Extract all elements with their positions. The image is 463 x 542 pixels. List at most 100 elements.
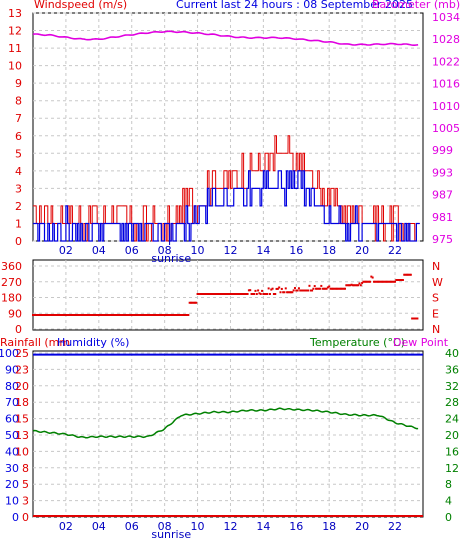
direction-point <box>238 293 241 295</box>
direction-point <box>142 314 145 316</box>
direction-point <box>329 287 332 290</box>
direction-point <box>189 301 192 304</box>
direction-point <box>129 314 132 316</box>
direction-point <box>80 314 83 316</box>
direction-point <box>358 282 361 285</box>
direction-point <box>384 280 387 283</box>
direction-point <box>401 279 404 281</box>
direction-point <box>328 285 331 288</box>
wind-y-tick: 0 <box>15 235 22 248</box>
direction-point <box>207 293 210 295</box>
direction-point <box>355 284 358 287</box>
direction-point <box>71 314 74 316</box>
direction-point <box>96 314 99 316</box>
direction-point <box>315 287 318 290</box>
direction-point <box>45 314 48 316</box>
rain-y-tick: 13 <box>15 429 29 442</box>
direction-point <box>203 293 206 295</box>
direction-point <box>110 314 113 316</box>
dir-y-tick: 90 <box>8 307 22 320</box>
barometer-y-tick: 999 <box>432 144 453 157</box>
wind-y-tick: 8 <box>15 95 22 108</box>
sunrise-marker: sunrise <box>151 252 191 265</box>
direction-point <box>170 314 173 316</box>
direction-point <box>62 314 65 316</box>
direction-point <box>104 314 107 316</box>
wind-y-tick: 5 <box>15 147 22 160</box>
direction-point <box>100 314 103 316</box>
direction-point <box>229 293 232 295</box>
direction-point <box>64 314 67 316</box>
wind-x-tick: 02 <box>59 244 73 257</box>
direction-point <box>354 284 357 287</box>
direction-point <box>378 280 381 283</box>
rain-y-tick: 8 <box>22 462 29 475</box>
direction-point <box>407 273 410 276</box>
direction-point <box>101 314 104 316</box>
direction-point <box>193 301 196 304</box>
direction-point <box>79 314 82 316</box>
rain-y-tick: 3 <box>22 495 29 508</box>
wind-y-tick: 10 <box>8 60 22 73</box>
direction-point <box>174 314 177 316</box>
direction-point <box>242 293 245 295</box>
wind-x-tick: 08 <box>158 244 172 257</box>
direction-point <box>155 314 158 316</box>
direction-point <box>247 289 250 292</box>
barometer-y-tick: 1028 <box>432 33 460 46</box>
direction-point <box>217 293 220 295</box>
direction-point <box>32 314 34 316</box>
temp-x-tick: 16 <box>289 520 303 533</box>
humidity-y-tick: 20 <box>5 478 19 491</box>
direction-point <box>149 314 152 316</box>
wind-y-tick: 6 <box>15 130 22 143</box>
direction-point <box>295 289 298 292</box>
direction-point <box>103 314 106 316</box>
direction-point <box>257 289 260 292</box>
barometer-y-tick: 1010 <box>432 100 460 113</box>
direction-point <box>137 314 140 316</box>
direction-point <box>216 293 219 295</box>
temp-x-tick: 22 <box>388 520 402 533</box>
direction-point <box>259 293 262 295</box>
direction-point <box>286 291 289 294</box>
direction-point <box>337 287 340 290</box>
humidity-y-tick: 100 <box>0 347 19 360</box>
temp-x-tick: 10 <box>191 520 205 533</box>
direction-point <box>109 314 112 316</box>
barometer-y-tick: 981 <box>432 211 453 224</box>
direction-point <box>226 293 229 295</box>
direction-point <box>413 317 416 320</box>
wind-y-tick: 7 <box>15 112 22 125</box>
direction-point <box>157 314 160 316</box>
temperature-y-tick: 40 <box>445 347 459 360</box>
direction-point <box>367 280 370 283</box>
direction-point <box>297 287 300 290</box>
direction-point <box>179 314 182 316</box>
wind-x-tick: 10 <box>191 244 205 257</box>
temperature-y-tick: 16 <box>445 445 459 458</box>
direction-point <box>254 289 257 292</box>
direction-point <box>192 301 195 304</box>
direction-point <box>60 314 63 316</box>
direction-point <box>187 314 190 316</box>
temperature-y-tick: 32 <box>445 380 459 393</box>
direction-point <box>55 314 58 316</box>
direction-point <box>78 314 81 316</box>
direction-point <box>153 314 156 316</box>
temperature-y-tick: 24 <box>445 413 459 426</box>
direction-point <box>313 285 316 288</box>
direction-point <box>92 314 95 316</box>
direction-point <box>130 314 133 316</box>
direction-point <box>150 314 153 316</box>
wind-y-tick: 12 <box>8 25 22 38</box>
chart-title: Current last 24 hours : 08 September 202… <box>176 0 413 11</box>
direction-point <box>201 293 204 295</box>
direction-point <box>133 314 136 316</box>
direction-point <box>151 314 154 316</box>
direction-point <box>280 287 283 290</box>
direction-point <box>357 284 360 287</box>
direction-point <box>74 314 77 316</box>
direction-point <box>195 301 198 304</box>
temperature-y-tick: 8 <box>445 478 452 491</box>
